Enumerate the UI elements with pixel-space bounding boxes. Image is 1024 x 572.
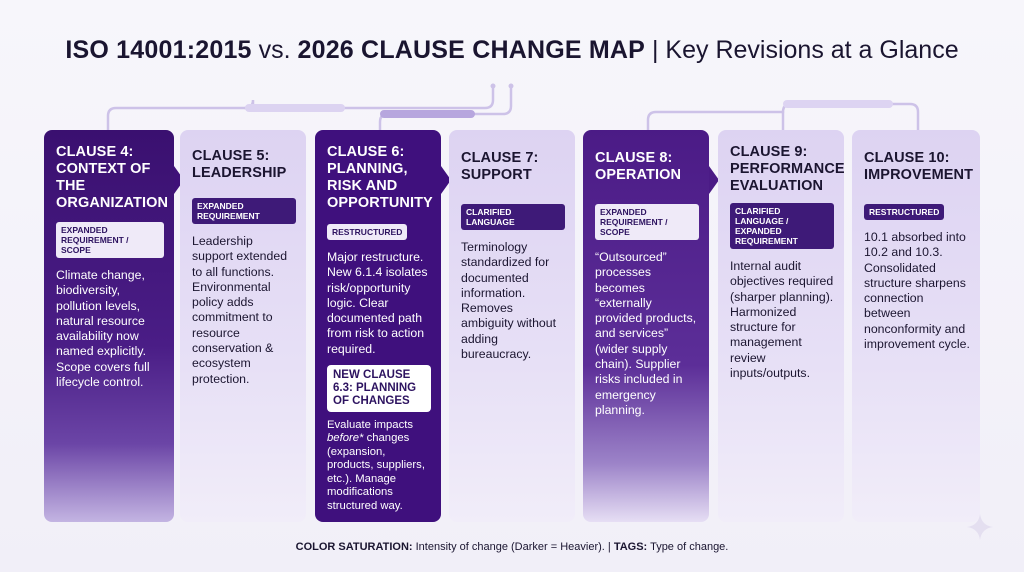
page-title: ISO 14001:2015 vs. 2026 CLAUSE CHANGE MA… bbox=[0, 34, 1024, 66]
connector-highlight-right bbox=[783, 100, 893, 108]
clause-10-card: CLAUSE 10: IMPROVEMENT RESTRUCTURED 10.1… bbox=[852, 130, 980, 522]
change-type-tag: EXPANDED REQUIREMENT / SCOPE bbox=[595, 204, 699, 240]
change-type-tag: CLARIFIED LANGUAGE bbox=[461, 204, 565, 230]
title-part-4: | Key Revisions at a Glance bbox=[645, 36, 959, 64]
connector-node-1 bbox=[490, 83, 496, 89]
new-clause-description: Evaluate impacts before* changes (expans… bbox=[327, 419, 425, 512]
clause-6-card: CLAUSE 6: PLANNING, RISK AND OPPORTUNITY… bbox=[315, 130, 441, 522]
chevron-arrow-icon bbox=[709, 166, 719, 194]
connector-lines bbox=[106, 83, 920, 132]
clause-5-card: CLAUSE 5: LEADERSHIP EXPANDED REQUIREMEN… bbox=[180, 130, 306, 522]
chevron-arrow-icon bbox=[174, 166, 184, 194]
clause-description: 10.1 absorbed into 10.2 and 10.3. Consol… bbox=[864, 230, 970, 352]
title-part-3: 2026 CLAUSE CHANGE MAP bbox=[297, 36, 646, 64]
clause-description: Terminology standardized for documented … bbox=[461, 240, 557, 362]
clause-description: Leadership support extended to all funct… bbox=[192, 234, 288, 386]
new-clause-callout: NEW CLAUSE 6.3: PLANNING OF CHANGES bbox=[327, 365, 431, 413]
change-type-tag: RESTRUCTURED bbox=[327, 224, 408, 240]
clause-heading: CLAUSE 9: PERFORMANCE EVALUATION bbox=[730, 144, 844, 194]
change-type-tag: EXPANDED REQUIREMENT / SCOPE bbox=[56, 222, 164, 258]
clause-8-card: CLAUSE 8: OPERATION EXPANDED REQUIREMENT… bbox=[583, 130, 709, 522]
clause-9-card: CLAUSE 9: PERFORMANCE EVALUATION CLARIFI… bbox=[718, 130, 844, 522]
connector-highlight-mid bbox=[380, 110, 475, 118]
clause-description: Major restructure. New 6.1.4 isolates ri… bbox=[327, 250, 428, 356]
connector-node-2 bbox=[508, 83, 514, 89]
clause-heading: CLAUSE 4: CONTEXT OF THE ORGANIZATION bbox=[56, 144, 169, 211]
change-type-tag: CLARIFIED LANGUAGE / EXPANDED REQUIREMEN… bbox=[730, 203, 834, 249]
connector-highlight-left bbox=[245, 104, 345, 112]
clause-heading: CLAUSE 8: OPERATION bbox=[595, 150, 682, 183]
clause-heading: CLAUSE 5: LEADERSHIP bbox=[192, 148, 287, 181]
clause-heading: CLAUSE 6: PLANNING, RISK AND OPPORTUNITY bbox=[327, 144, 433, 211]
title-part-2: vs. bbox=[251, 36, 298, 64]
clause-heading: CLAUSE 10: IMPROVEMENT bbox=[864, 150, 974, 183]
clause-heading: CLAUSE 7: SUPPORT bbox=[461, 150, 539, 183]
title-part-1: ISO 14001:2015 bbox=[65, 36, 252, 64]
clause-description: Internal audit objectives required (shar… bbox=[730, 259, 834, 381]
legend-label-tags: TAGS: bbox=[613, 541, 648, 553]
change-type-tag: EXPANDED REQUIREMENT bbox=[192, 198, 296, 224]
clause-description: “Outsourced” processes becomes “external… bbox=[595, 250, 697, 417]
clause-4-card: CLAUSE 4: CONTEXT OF THE ORGANIZATION EX… bbox=[44, 130, 174, 522]
sparkle-icon bbox=[967, 514, 993, 540]
clause-7-card: CLAUSE 7: SUPPORT CLARIFIED LANGUAGE Ter… bbox=[449, 130, 575, 522]
legend-footer: COLOR SATURATION: Intensity of change (D… bbox=[295, 541, 729, 553]
chevron-arrow-icon bbox=[441, 166, 451, 194]
legend-label-color: COLOR SATURATION: bbox=[295, 541, 413, 553]
change-type-tag: RESTRUCTURED bbox=[864, 204, 945, 220]
clause-description: Climate change, biodiversity, pollution … bbox=[56, 268, 150, 390]
